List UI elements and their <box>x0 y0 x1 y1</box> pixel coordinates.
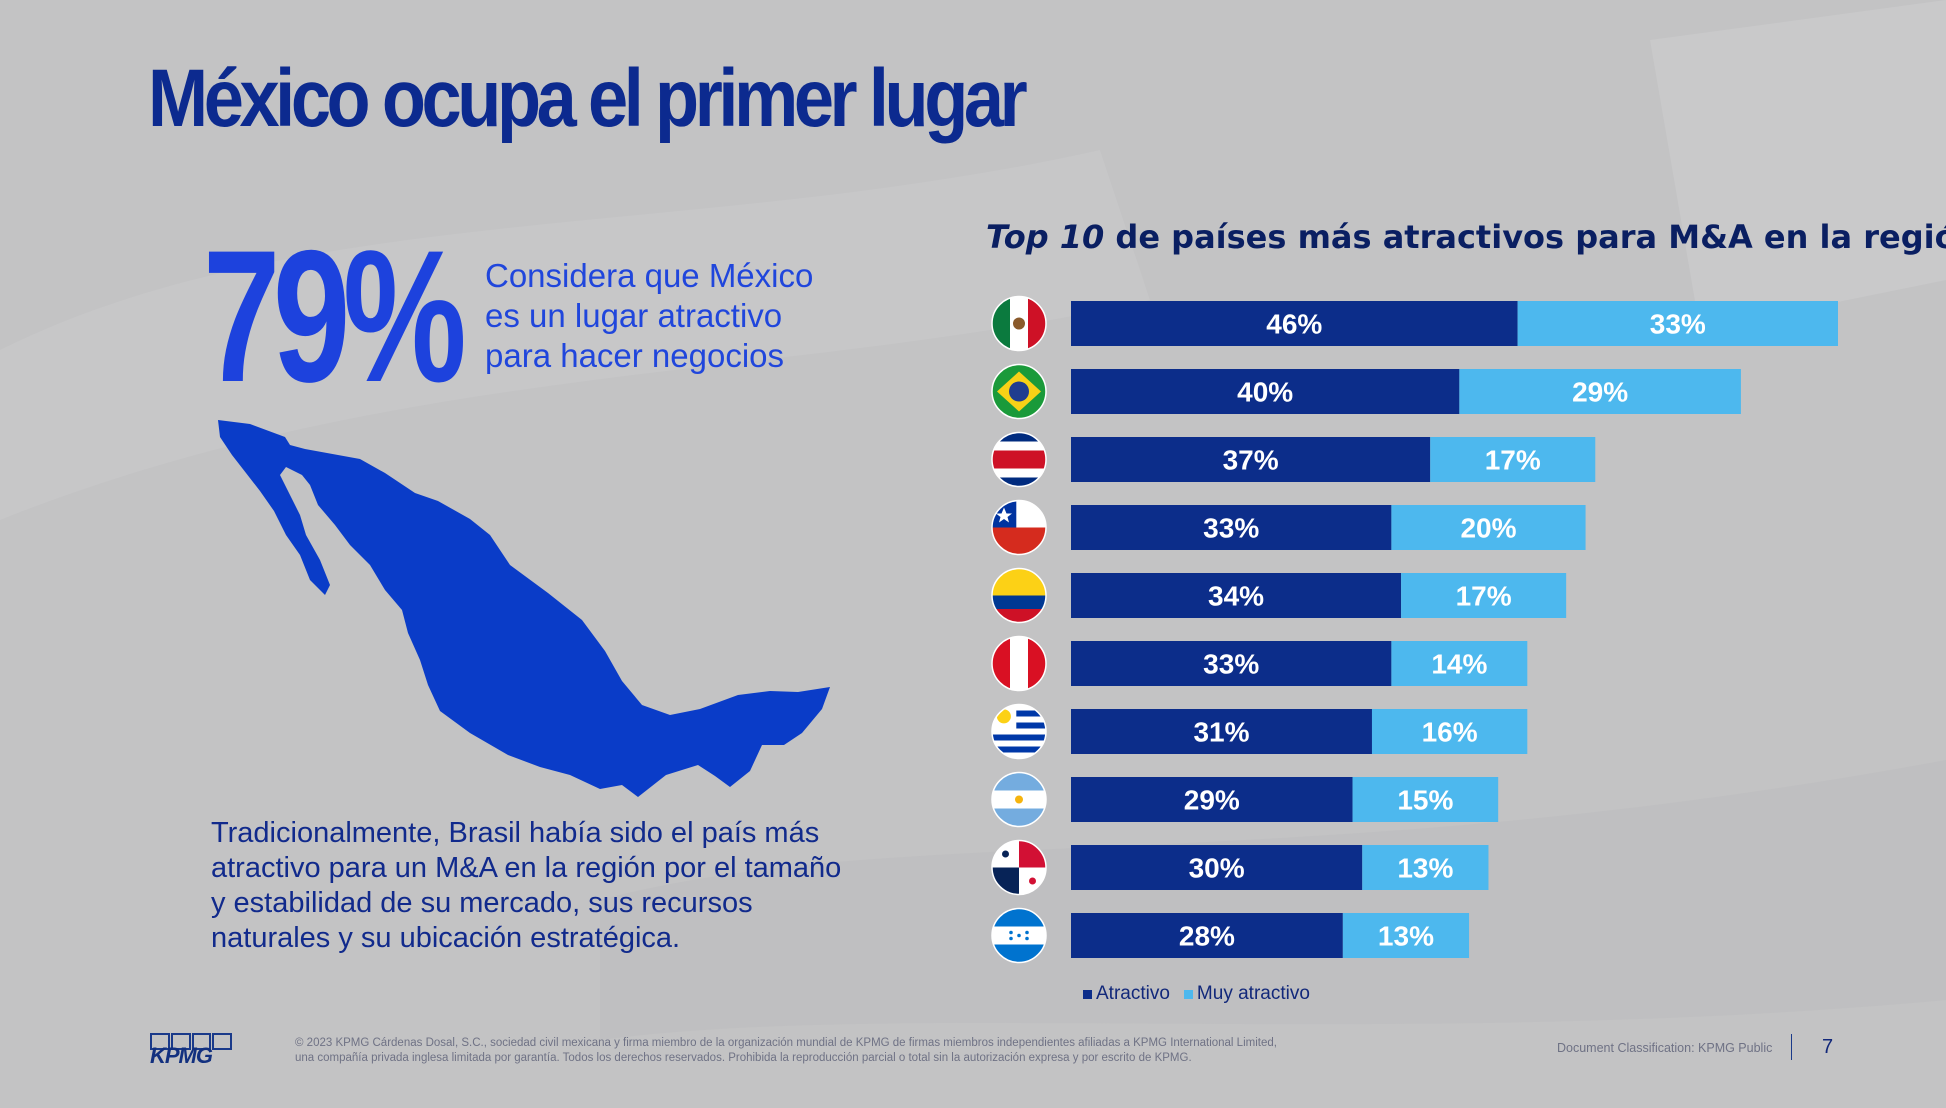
bar-muy-atractivo <box>1430 437 1596 482</box>
headline-percent: 79% <box>203 211 467 421</box>
chile-flag-icon: Chile <box>991 499 1047 556</box>
document-classification: Document Classification: KPMG Public <box>1557 1041 1773 1055</box>
bar-value-label: 29% <box>1572 377 1628 408</box>
mexico-flag-icon: México <box>991 295 1047 352</box>
bar-atractivo <box>1071 505 1392 550</box>
kpmg-logo-text: KPMG <box>150 1043 213 1068</box>
bar-row: Panamá 30% 13% <box>991 839 1489 896</box>
legend-label: Atractivo <box>1096 983 1170 1004</box>
legend-swatch-dark <box>1083 989 1092 999</box>
bar-atractivo <box>1071 913 1343 958</box>
caption-line: para hacer negocios <box>485 337 785 374</box>
bar-atractivo <box>1071 573 1402 618</box>
bar-value-label: 14% <box>1431 649 1487 680</box>
bar-value-label: 16% <box>1422 717 1478 748</box>
bar-value-label: 13% <box>1397 853 1453 884</box>
page-title: México ocupa el primer lugar <box>148 53 1028 144</box>
bar-muy-atractivo <box>1391 641 1528 686</box>
body-line: Tradicionalmente, Brasil había sido el p… <box>211 817 820 849</box>
bar-muy-atractivo <box>1342 913 1470 958</box>
bar-muy-atractivo <box>1459 369 1741 414</box>
brazil-flag-icon: Brasil <box>991 363 1047 420</box>
mexico-map-icon <box>218 420 830 797</box>
honduras-flag-icon: Honduras <box>991 907 1047 964</box>
chart-legend: Atractivo Muy atractivo <box>1083 983 1310 1005</box>
bar-row: Brasil 40% 29% <box>991 363 1741 420</box>
body-paragraph: Tradicionalmente, Brasil había sido el p… <box>211 816 891 956</box>
bar-row: Argentina 29% 15% <box>991 771 1499 828</box>
headline-caption: Considera que México es un lugar atracti… <box>485 256 865 376</box>
colombia-flag-icon: Colombia <box>991 567 1047 624</box>
bar-row: Chile 33% 20% <box>991 499 1586 556</box>
chart-title: Top 10 de países más atractivos para M&A… <box>986 218 1946 256</box>
bar-value-label: 15% <box>1397 785 1453 816</box>
body-line: naturales y su ubicación estratégica. <box>211 922 681 954</box>
bar-value-label: 40% <box>1237 377 1293 408</box>
bar-atractivo <box>1071 845 1363 890</box>
bar-muy-atractivo <box>1517 301 1838 346</box>
bar-atractivo <box>1071 437 1431 482</box>
bar-atractivo <box>1071 709 1372 754</box>
bar-row: Perú 33% 14% <box>991 635 1528 692</box>
bar-atractivo <box>1071 641 1392 686</box>
chart-title-emphasis: Top 10 <box>986 218 1105 256</box>
bar-value-label: 28% <box>1179 921 1235 952</box>
bar-value-label: 46% <box>1266 309 1322 340</box>
bar-atractivo <box>1071 777 1353 822</box>
caption-line: es un lugar atractivo <box>485 297 783 334</box>
bar-row: México 46% 33% <box>991 295 1838 352</box>
copyright-line: una compañía privada inglesa limitada po… <box>295 1052 1192 1064</box>
bar-value-label: 30% <box>1189 853 1245 884</box>
bar-value-label: 37% <box>1223 445 1279 476</box>
body-line: y estabilidad de su mercado, sus recurso… <box>211 887 753 919</box>
caption-line: Considera que México <box>485 257 814 294</box>
bar-row: Costa Rica 37% 17% <box>991 431 1596 488</box>
copyright-line: © 2023 KPMG Cárdenas Dosal, S.C., socied… <box>295 1037 1277 1049</box>
bar-muy-atractivo <box>1371 709 1528 754</box>
bar-atractivo <box>1071 301 1518 346</box>
bar-row: Uruguay 31% 16% <box>991 703 1528 760</box>
bar-value-label: 20% <box>1460 513 1516 544</box>
bar-value-label: 33% <box>1203 513 1259 544</box>
argentina-flag-icon: Argentina <box>991 771 1047 828</box>
bar-row: Honduras 28% 13% <box>991 907 1470 964</box>
copyright-notice: © 2023 KPMG Cárdenas Dosal, S.C., socied… <box>295 1036 1395 1066</box>
kpmg-logo-boxes <box>150 1033 232 1050</box>
legend-label: Muy atractivo <box>1196 983 1310 1004</box>
uruguay-flag-icon: Uruguay <box>991 703 1047 760</box>
footer-divider <box>1791 1034 1792 1060</box>
body-line: atractivo para un M&A en la región por e… <box>211 852 842 884</box>
costa-rica-flag-icon: Costa Rica <box>991 431 1047 488</box>
bar-value-label: 13% <box>1378 921 1434 952</box>
bar-value-label: 33% <box>1203 649 1259 680</box>
bar-muy-atractivo <box>1362 845 1489 890</box>
bar-value-label: 17% <box>1456 581 1512 612</box>
bar-muy-atractivo <box>1352 777 1499 822</box>
bar-value-label: 34% <box>1208 581 1264 612</box>
legend-item-muy-atractivo: Muy atractivo <box>1183 983 1310 1005</box>
stacked-bar-chart: México 46% 33% Brasil 40% 29% Costa Rica 37% 17%… <box>991 295 1838 964</box>
bar-muy-atractivo <box>1401 573 1567 618</box>
peru-flag-icon: Perú <box>991 635 1047 692</box>
bar-value-label: 31% <box>1193 717 1249 748</box>
bar-muy-atractivo <box>1391 505 1586 550</box>
bar-atractivo <box>1071 369 1460 414</box>
bar-value-label: 33% <box>1650 309 1706 340</box>
bar-row: Colombia 34% 17% <box>991 567 1567 624</box>
legend-item-atractivo: Atractivo <box>1083 983 1170 1005</box>
page-number: 7 <box>1822 1036 1834 1058</box>
chart-title-rest: de países más atractivos para M&A en la … <box>1104 218 1946 256</box>
bar-value-label: 17% <box>1485 445 1541 476</box>
bar-value-label: 29% <box>1184 785 1240 816</box>
panama-flag-icon: Panamá <box>991 839 1047 896</box>
kpmg-logo: KPMG <box>150 1033 232 1069</box>
legend-swatch-light <box>1183 989 1193 999</box>
